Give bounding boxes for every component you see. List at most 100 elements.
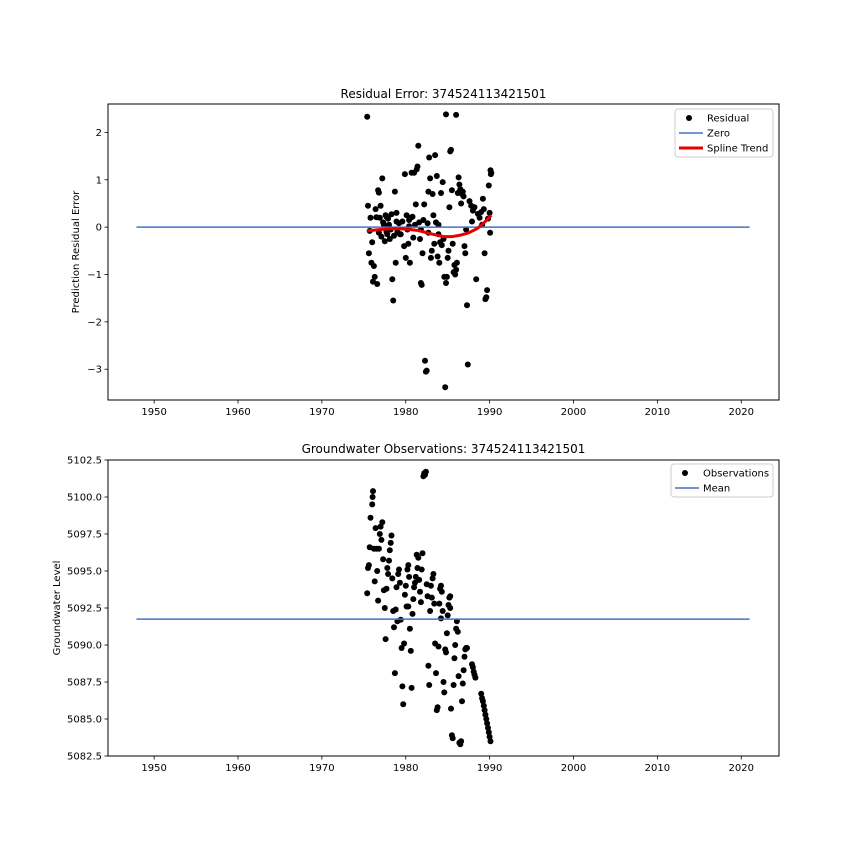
groundwater-x-tick-label: 2010	[645, 763, 670, 774]
groundwater-observations-point	[459, 698, 465, 705]
residual-residual-point	[405, 240, 412, 247]
groundwater-observations-point	[448, 705, 454, 712]
groundwater-observations-point	[374, 568, 381, 574]
groundwater-observations-point	[459, 680, 466, 687]
residual-y-tick-label: 0	[96, 223, 102, 234]
residual-residual-point	[435, 221, 442, 228]
residual-residual-point	[459, 188, 466, 195]
residual-residual-point	[399, 218, 406, 225]
groundwater-observations-point	[401, 640, 408, 647]
residual-residual-point	[484, 287, 491, 294]
residual-residual-point	[421, 201, 428, 208]
residual-residual-point	[418, 281, 425, 288]
groundwater-observations-point	[369, 494, 376, 500]
groundwater-observations-point	[369, 501, 376, 508]
residual-residual-point	[393, 209, 400, 216]
residual-plot-area	[136, 111, 750, 391]
residual-axes-frame	[107, 103, 780, 401]
residual-residual-point	[471, 204, 478, 211]
residual-residual-point	[412, 201, 419, 208]
residual-residual-point	[409, 213, 416, 220]
residual-legend-residual-swatch	[686, 115, 692, 121]
residual-residual-point	[438, 242, 445, 249]
groundwater-observations-point	[431, 600, 438, 607]
groundwater-observations-point	[395, 571, 402, 577]
groundwater-observations-point	[364, 590, 371, 597]
groundwater-observations-point	[436, 600, 443, 607]
groundwater-y-tick-label: 5087.5	[67, 678, 102, 689]
residual-y-tick-label: −2	[87, 317, 102, 328]
groundwater-observations-point	[406, 573, 413, 580]
residual-y-tick-label: −1	[87, 270, 102, 281]
residual-residual-point	[379, 175, 386, 182]
residual-residual-point	[374, 281, 381, 287]
groundwater-observations-point	[415, 554, 422, 561]
groundwater-observations-point	[419, 550, 426, 557]
groundwater-observations-point	[464, 645, 470, 651]
residual-residual-point	[375, 189, 382, 196]
groundwater-x-tick-label: 2000	[561, 763, 586, 774]
groundwater-observations-point	[458, 738, 465, 745]
residual-residual-point	[436, 259, 443, 266]
residual-residual-point	[406, 259, 413, 266]
residual-residual-point	[473, 276, 480, 283]
residual-residual-point	[487, 229, 494, 236]
residual-residual-point	[464, 302, 470, 309]
groundwater-observations-point	[416, 576, 423, 583]
groundwater-observations-point	[440, 679, 447, 685]
groundwater-observations-point	[433, 670, 439, 677]
residual-residual-point	[381, 238, 388, 245]
residual-residual-point	[402, 254, 409, 261]
groundwater-observations-point	[484, 720, 491, 727]
residual-residual-point	[481, 250, 488, 257]
residual-residual-point	[442, 384, 449, 391]
residual-residual-point	[389, 276, 396, 283]
residual-residual-point	[453, 259, 460, 266]
groundwater-legend-mean-label: Mean	[703, 484, 730, 495]
residual-residual-point	[460, 193, 467, 200]
residual-residual-point	[365, 202, 371, 209]
groundwater-observations-point	[376, 531, 383, 537]
groundwater-y-tick-label: 5085.0	[67, 715, 102, 726]
residual-legend-spline-trend-label: Spline Trend	[707, 144, 768, 155]
residual-residual-point	[446, 204, 453, 211]
residual-x-tick-label: 1980	[393, 407, 418, 418]
residual-residual-point	[427, 175, 434, 182]
groundwater-observations-point	[450, 682, 457, 688]
residual-residual-point	[401, 171, 408, 178]
groundwater-observations-point	[365, 562, 372, 569]
residual-legend-zero-label: Zero	[707, 129, 730, 140]
residual-x-tick-label: 1970	[309, 407, 334, 418]
groundwater-observations-point	[398, 645, 405, 651]
residual-residual-point	[415, 142, 422, 149]
residual-residual-point	[439, 179, 446, 186]
residual-residual-point	[485, 182, 492, 189]
groundwater-observations-point	[410, 596, 417, 603]
groundwater-y-tick-label: 5102.5	[67, 456, 102, 467]
residual-residual-point	[483, 294, 490, 301]
groundwater-y-tick-label: 5090.0	[67, 641, 102, 652]
groundwater-observations-point	[389, 575, 396, 582]
residual-residual-point	[383, 213, 390, 220]
residual-y-tick-label: 1	[96, 175, 102, 186]
groundwater-observations-point	[443, 649, 449, 656]
groundwater-legend-observations-label: Observations	[703, 469, 769, 480]
residual-residual-point	[396, 231, 403, 238]
residual-residual-point	[458, 200, 465, 207]
residual-residual-point	[480, 206, 487, 213]
residual-residual-point	[393, 218, 400, 225]
residual-residual-point	[426, 154, 433, 161]
residual-residual-point	[429, 191, 436, 197]
residual-residual-point	[369, 239, 376, 246]
groundwater-observations-point	[391, 624, 397, 631]
groundwater-observations-point	[402, 582, 409, 589]
residual-residual-point	[423, 367, 430, 374]
residual-legend-box	[674, 108, 774, 158]
groundwater-observations-point	[434, 704, 441, 711]
groundwater-x-tick-label: 1970	[309, 763, 334, 774]
residual-x-tick-label: 1990	[477, 407, 502, 418]
groundwater-observations-point	[396, 566, 402, 573]
groundwater-plot-area	[136, 468, 750, 748]
residual-residual-point	[432, 152, 439, 159]
